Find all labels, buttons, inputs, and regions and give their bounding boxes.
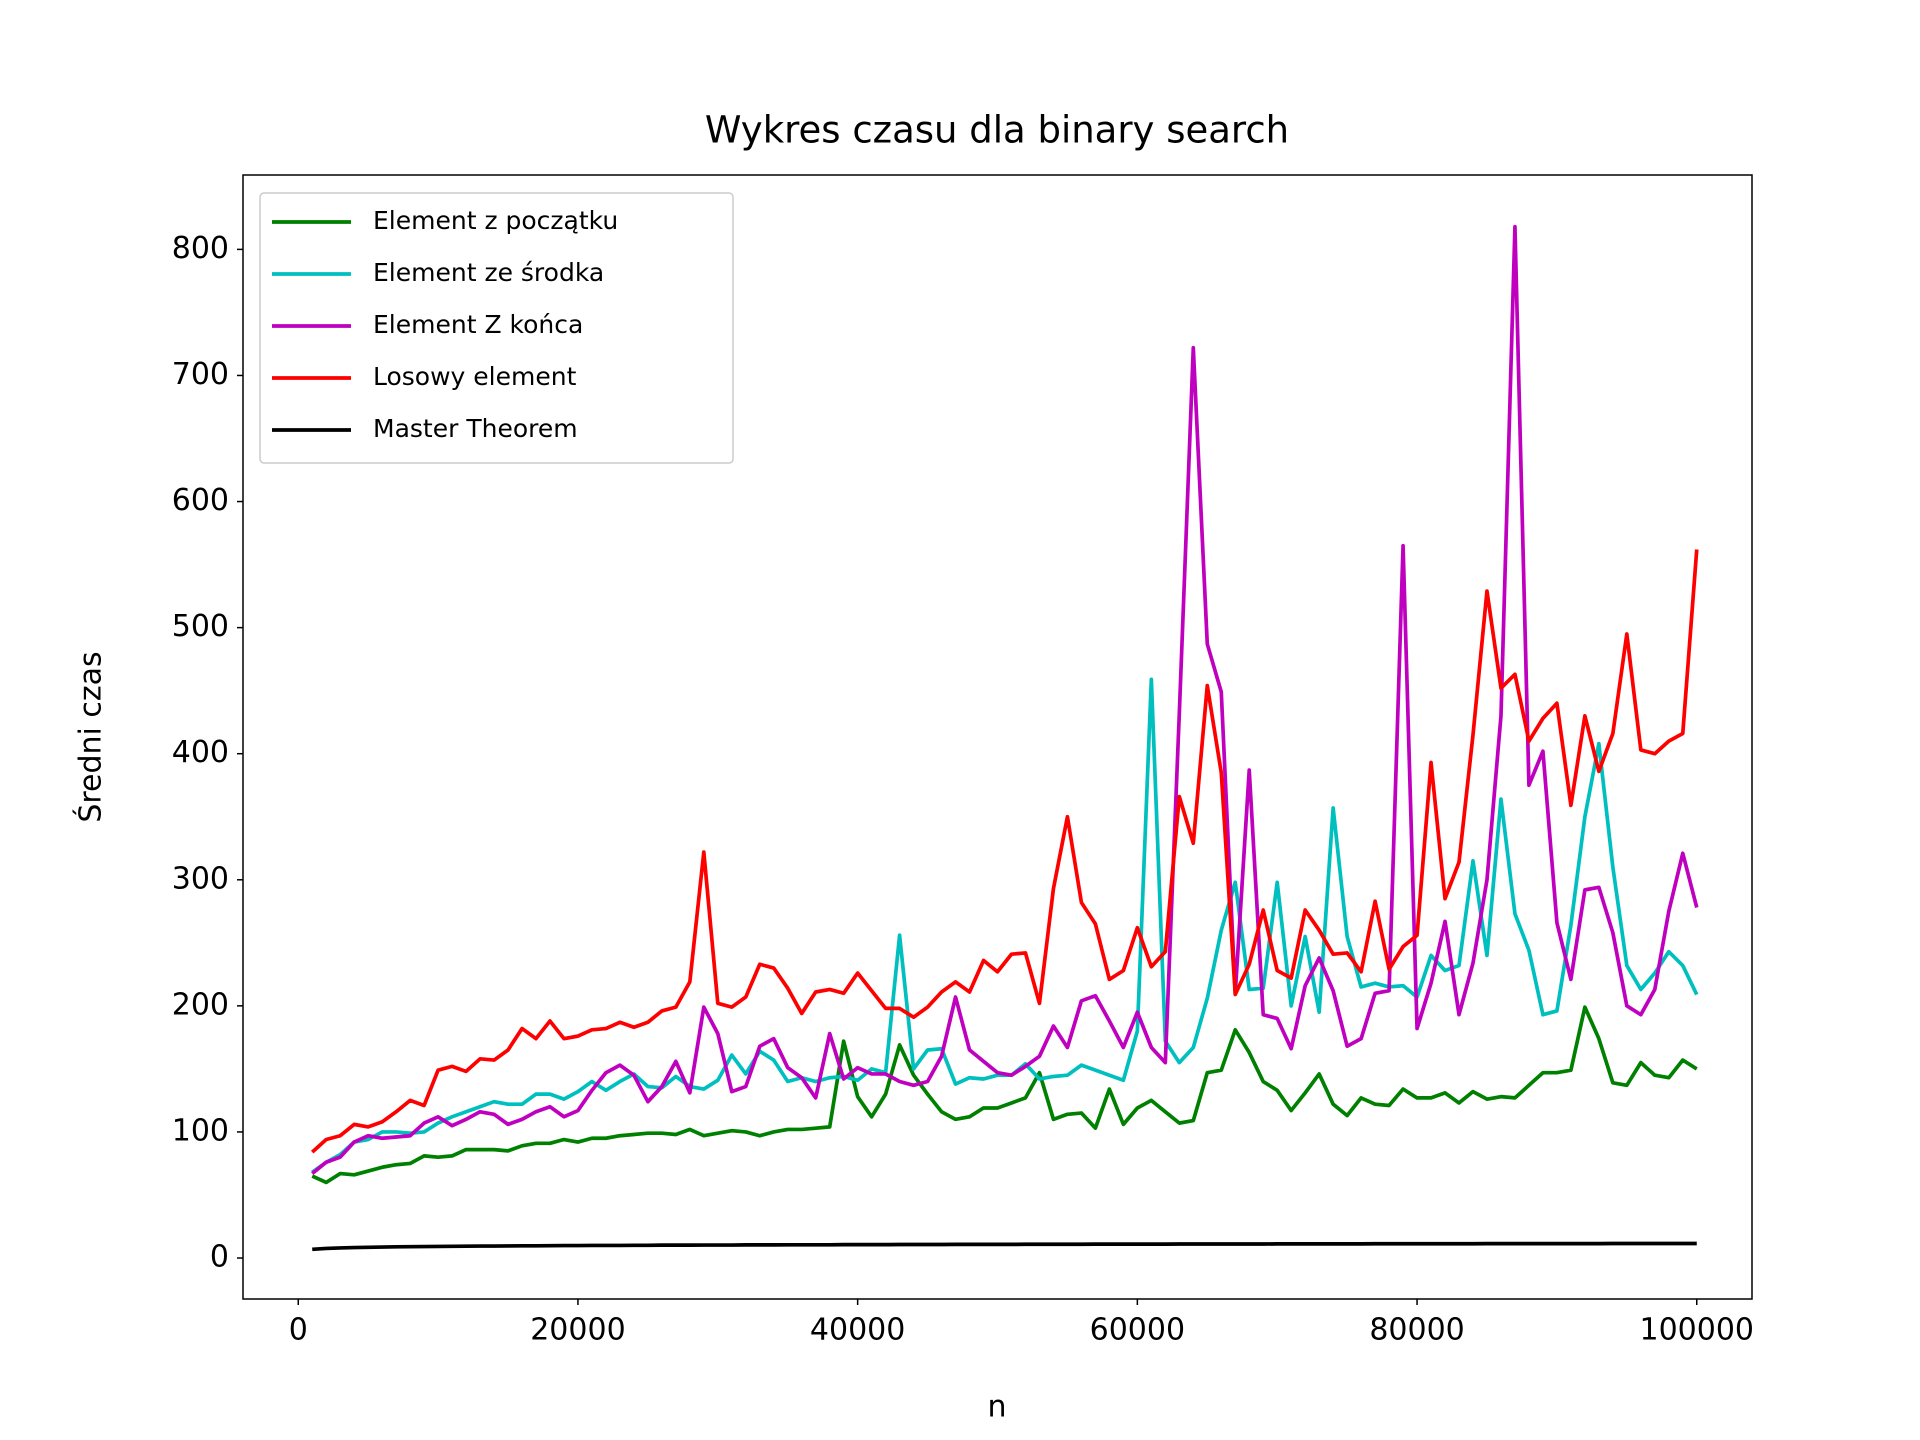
y-axis-label: Średni czas: [72, 651, 109, 822]
y-tick-label: 800: [172, 231, 229, 266]
series-line: [310, 549, 1699, 1154]
y-tick-label: 400: [172, 735, 229, 770]
series-line: [311, 1005, 1698, 1185]
x-tick-label: 20000: [530, 1313, 625, 1348]
x-tick-label: 40000: [810, 1313, 905, 1348]
y-tick-label: 600: [172, 483, 229, 518]
legend-label: Losowy element: [373, 362, 577, 391]
x-tick-label: 100000: [1639, 1313, 1754, 1348]
series-line: [311, 224, 1699, 1175]
chart-title: Wykres czasu dla binary search: [705, 109, 1289, 152]
legend-box: [259, 192, 734, 464]
legend-label: Element Z końca: [373, 310, 583, 339]
y-tick-label: 700: [172, 357, 229, 392]
y-tick-label: 500: [172, 609, 229, 644]
series-line: [312, 1241, 1697, 1252]
x-tick-label: 60000: [1090, 1313, 1185, 1348]
legend-label: Master Theorem: [373, 414, 578, 443]
plot-frame: [242, 174, 1753, 1300]
x-axis-label: n: [987, 1390, 1006, 1425]
y-tick-label: 0: [210, 1240, 229, 1275]
legend-label: Element z początku: [373, 206, 618, 235]
x-tick-label: 80000: [1369, 1313, 1464, 1348]
y-tick-label: 100: [172, 1113, 229, 1148]
x-tick-label: 0: [289, 1313, 308, 1348]
y-tick-label: 200: [172, 987, 229, 1022]
legend-label: Element ze środka: [373, 258, 604, 287]
y-tick-label: 300: [172, 861, 229, 896]
